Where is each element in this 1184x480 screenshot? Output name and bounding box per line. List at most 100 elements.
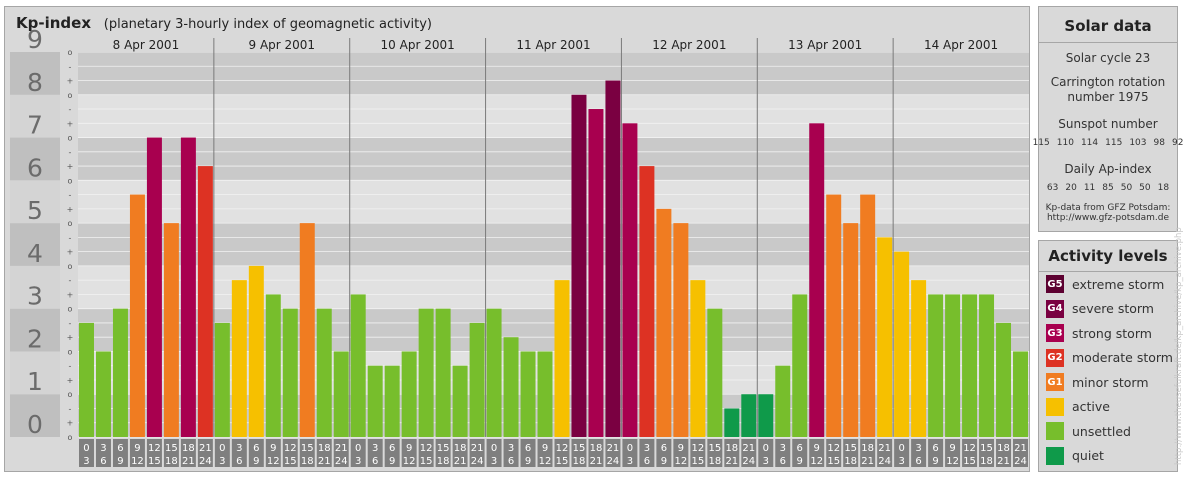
- kp-bar-day2-slot3: [248, 265, 264, 437]
- kp-bar-day1-slot8: [197, 166, 213, 438]
- y-tick-label: 8: [27, 68, 43, 97]
- interval-box: [367, 439, 383, 467]
- day-header-row: [78, 38, 1029, 52]
- source-line2: http://www.gfz-potsdam.de: [1046, 213, 1170, 223]
- kp-bar-day3-slot4: [401, 351, 417, 437]
- legend-label: active: [1072, 399, 1110, 414]
- solar-data-panel: Solar data Solar cycle 23 Carrington rot…: [1033, 6, 1183, 232]
- interval-box: [775, 439, 791, 467]
- minor-tick-column: [60, 38, 78, 437]
- interval-box: [690, 439, 706, 467]
- interval-box: [826, 439, 842, 467]
- interval-box: [384, 439, 400, 467]
- minor-tick-o: o: [68, 134, 73, 143]
- carrington-line1: Carrington rotation: [1050, 75, 1166, 89]
- interval-start-label: 18: [725, 443, 738, 454]
- legend-swatch: [1046, 446, 1064, 465]
- ap-values: 63 20 11 85 50 50 18: [1039, 183, 1177, 193]
- interval-start-label: 0: [763, 443, 769, 454]
- interval-end-label: 12: [267, 456, 280, 467]
- interval-box: [469, 439, 485, 467]
- interval-end-label: 6: [915, 456, 921, 467]
- interval-start-label: 12: [284, 443, 297, 454]
- kp-bar-day2-slot7: [316, 308, 332, 437]
- interval-end-label: 9: [661, 456, 667, 467]
- kp-band-7: [78, 94, 1029, 138]
- interval-end-label: 15: [827, 456, 840, 467]
- interval-box: [979, 439, 995, 467]
- y-axis-band: [10, 223, 60, 266]
- kp-bar-day4-slot7: [588, 109, 604, 438]
- interval-start-label: 3: [236, 443, 242, 454]
- interval-end-label: 12: [539, 456, 552, 467]
- interval-end-label: 18: [301, 456, 314, 467]
- interval-box: [418, 439, 434, 467]
- kp-bar-day4-slot3: [520, 351, 536, 437]
- y-tick-label: 7: [27, 111, 43, 140]
- interval-end-label: 18: [844, 456, 857, 467]
- interval-start-label: 0: [898, 443, 904, 454]
- y-tick-label: 3: [27, 282, 43, 311]
- interval-box: [758, 439, 774, 467]
- interval-start-label: 9: [949, 443, 955, 454]
- interval-end-label: 21: [861, 456, 874, 467]
- minor-tick-o: o: [68, 347, 73, 356]
- kp-bar-day5-slot5: [690, 280, 706, 437]
- interval-box: [792, 439, 808, 467]
- interval-end-label: 12: [946, 456, 959, 467]
- minor-tick-o: o: [68, 262, 73, 271]
- ap-value-3: 11: [1083, 183, 1096, 193]
- interval-start-label: 3: [644, 443, 650, 454]
- interval-start-label: 3: [100, 443, 106, 454]
- interval-start-label: 21: [878, 443, 891, 454]
- legend-swatch: G3: [1046, 324, 1064, 342]
- kp-bar-day1-slot1: [79, 322, 94, 437]
- kp-bar-day5-slot3: [656, 208, 672, 437]
- interval-end-label: 21: [454, 456, 467, 467]
- interval-end-label: 21: [182, 456, 195, 467]
- y-tick-label: 2: [27, 324, 43, 353]
- minor-tick-minus: -: [69, 233, 72, 242]
- kp-bar-day7-slot8: [1013, 351, 1028, 437]
- ap-label: Daily Ap-index: [1064, 162, 1152, 176]
- interval-end-label: 24: [199, 456, 212, 467]
- interval-end-label: 15: [148, 456, 161, 467]
- interval-end-label: 21: [997, 456, 1010, 467]
- kp-bar-day4-slot6: [571, 94, 587, 438]
- interval-box: [877, 439, 893, 467]
- sunspot-value-3: 114: [1080, 138, 1099, 148]
- interval-start-label: 6: [253, 443, 259, 454]
- interval-box: [537, 439, 553, 467]
- interval-box: [945, 439, 961, 467]
- day-label: 12 Apr 2001: [652, 38, 726, 52]
- interval-end-label: 9: [117, 456, 123, 467]
- legend-item-moderate-storm: G2 moderate storm: [1046, 348, 1173, 368]
- minor-tick-minus: -: [69, 148, 72, 157]
- interval-box: [146, 439, 162, 467]
- interval-end-label: 21: [590, 456, 603, 467]
- interval-box: [401, 439, 417, 467]
- legend-label: strong storm: [1072, 325, 1152, 341]
- legend-item-active: active: [1046, 397, 1110, 417]
- interval-start-label: 21: [199, 443, 212, 454]
- interval-box: [707, 439, 723, 467]
- minor-tick-plus: +: [67, 119, 74, 128]
- y-axis-band: [10, 137, 60, 181]
- kp-bar-day4-slot5: [554, 280, 570, 437]
- y-axis-band: [10, 394, 60, 437]
- interval-end-label: 24: [742, 456, 755, 467]
- interval-end-label: 6: [100, 456, 106, 467]
- interval-start-label: 6: [932, 443, 938, 454]
- kp-bar-day3-slot5: [418, 308, 434, 437]
- kp-bar-day6-slot2: [775, 365, 791, 437]
- interval-start-label: 15: [708, 443, 721, 454]
- minor-tick-o: o: [68, 219, 73, 228]
- interval-start-label: 6: [525, 443, 531, 454]
- solar-divider: [1039, 42, 1177, 43]
- interval-end-label: 9: [253, 456, 259, 467]
- legend-swatch: G4: [1046, 299, 1064, 318]
- minor-tick-minus: -: [69, 276, 72, 285]
- interval-box: [316, 439, 332, 467]
- interval-start-label: 15: [980, 443, 993, 454]
- interval-box: [486, 439, 502, 467]
